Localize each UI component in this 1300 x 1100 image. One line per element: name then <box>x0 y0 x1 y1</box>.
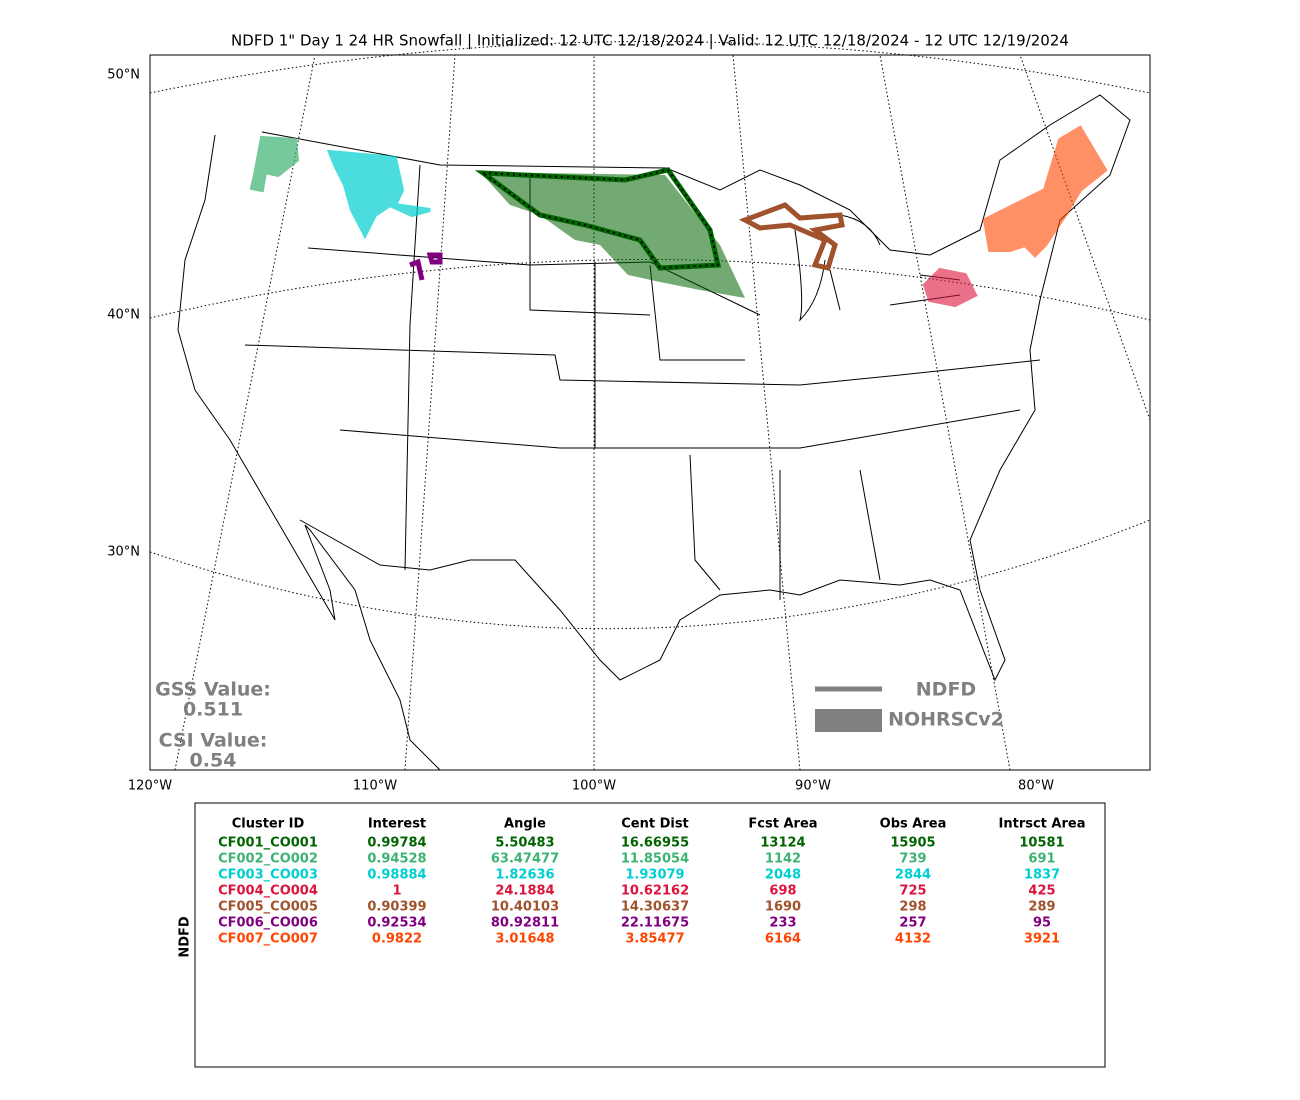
lon-label: 120°W <box>128 779 172 794</box>
snow-objects <box>249 125 1108 308</box>
lat-label: 40°N <box>107 308 140 323</box>
table-cell: 1.82636 <box>495 868 554 883</box>
table-cell: 13124 <box>760 836 805 851</box>
table-cell: 15905 <box>890 836 935 851</box>
table-cell: 1837 <box>1024 868 1060 883</box>
table-cell: CF007_CO007 <box>218 932 318 947</box>
lon-label: 90°W <box>795 779 831 794</box>
table-cell: 11.85054 <box>621 852 689 867</box>
gss-value: 0.511 <box>183 699 243 721</box>
fcst-object <box>738 202 845 271</box>
table-cell: 1142 <box>765 852 801 867</box>
us-border <box>261 94 1131 682</box>
table-cell: 10581 <box>1019 836 1064 851</box>
table-cell: 1690 <box>765 900 801 915</box>
table-cell: 298 <box>899 900 926 915</box>
table-cell: 95 <box>1033 916 1051 931</box>
obs-object <box>326 149 431 240</box>
column-header: Cluster ID <box>232 817 305 832</box>
lon-label: 110°W <box>353 779 397 794</box>
table-cell: 2844 <box>895 868 931 883</box>
legend-entry: NDFD <box>916 679 976 701</box>
table-cell: 289 <box>1028 900 1055 915</box>
parallel <box>149 41 1151 94</box>
lon-label: 100°W <box>572 779 616 794</box>
table-cell: 3.85477 <box>625 932 684 947</box>
column-header: Fcst Area <box>748 817 817 832</box>
table-cell: CF005_CO005 <box>218 900 318 915</box>
table-frame <box>194 802 1106 1068</box>
table-cell: 10.62162 <box>621 884 689 899</box>
meridian <box>1019 54 1151 421</box>
table-cell: 1.93079 <box>625 868 684 883</box>
column-header: Angle <box>504 817 546 832</box>
table-cell: 6164 <box>765 932 801 947</box>
column-header: Cent Dist <box>621 817 689 832</box>
column-header: Intrsct Area <box>999 817 1086 832</box>
obs-object <box>249 135 300 193</box>
column-header: Interest <box>368 817 426 832</box>
gss-label: GSS Value: <box>155 679 271 701</box>
table-cell: 739 <box>899 852 926 867</box>
table-cell: 698 <box>769 884 796 899</box>
obs-object <box>982 125 1108 258</box>
table-cell: 0.99784 <box>367 836 426 851</box>
table-cell: 0.98884 <box>367 868 426 883</box>
table-cell: 233 <box>769 916 796 931</box>
meridian <box>174 54 316 771</box>
table-cell: 2048 <box>765 868 801 883</box>
table-cell: CF006_CO006 <box>218 916 318 931</box>
table-cell: 24.1884 <box>495 884 554 899</box>
table-cell: 0.9822 <box>372 932 422 947</box>
lon-label: 80°W <box>1018 779 1054 794</box>
table-cell: CF001_CO001 <box>218 836 318 851</box>
map <box>149 41 1151 771</box>
table-cell: 691 <box>1028 852 1055 867</box>
table-cell: 3921 <box>1024 932 1060 947</box>
legend-swatch <box>815 709 882 732</box>
table-cell: CF002_CO002 <box>218 852 318 867</box>
table-cell: 0.94528 <box>367 852 426 867</box>
west-coast <box>177 134 441 771</box>
lat-label: 50°N <box>107 68 140 83</box>
table-cell: 14.30637 <box>621 900 689 915</box>
table-cell: 3.01648 <box>495 932 554 947</box>
table-cell: 22.11675 <box>621 916 689 931</box>
fcst-object <box>409 252 443 281</box>
table-cell: 0.92534 <box>367 916 426 931</box>
table-cell: CF003_CO003 <box>218 868 318 883</box>
map-labels: 50°N 40°N 30°N 120°W 110°W 100°W 90°W 80°W <box>107 68 1054 794</box>
table-cell: 63.47477 <box>491 852 559 867</box>
meridian <box>879 54 1011 771</box>
table-cell: 257 <box>899 916 926 931</box>
table-cell: 0.90399 <box>367 900 426 915</box>
table-cell: 16.66955 <box>621 836 689 851</box>
table-cell: 10.40103 <box>491 900 559 915</box>
meridian <box>404 54 456 771</box>
parallel <box>149 519 1151 630</box>
map-frame <box>149 54 1151 771</box>
map-title: NDFD 1" Day 1 24 HR Snowfall | Initializ… <box>231 32 1069 50</box>
table-cell: 5.50483 <box>495 836 554 851</box>
great-lakes <box>794 214 961 322</box>
state-lines <box>244 164 1041 600</box>
table-cell: 80.92811 <box>491 916 559 931</box>
lat-label: 30°N <box>107 545 140 560</box>
column-header: Obs Area <box>880 817 947 832</box>
csi-value: 0.54 <box>190 750 237 772</box>
legend-entry: NOHRSCv2 <box>888 709 1004 731</box>
table-cell: 425 <box>1028 884 1055 899</box>
csi-label: CSI Value: <box>159 730 268 752</box>
fcst-object <box>479 168 720 270</box>
table: Cluster ID Interest Angle Cent Dist Fcst Are… <box>218 817 1085 947</box>
table-cell: 1 <box>392 884 401 899</box>
table-cell: 725 <box>899 884 926 899</box>
table-cell: CF004_CO004 <box>218 884 318 899</box>
table-side-label: NDFD <box>178 916 193 958</box>
table-cell: 4132 <box>895 932 931 947</box>
obs-object <box>922 267 978 308</box>
